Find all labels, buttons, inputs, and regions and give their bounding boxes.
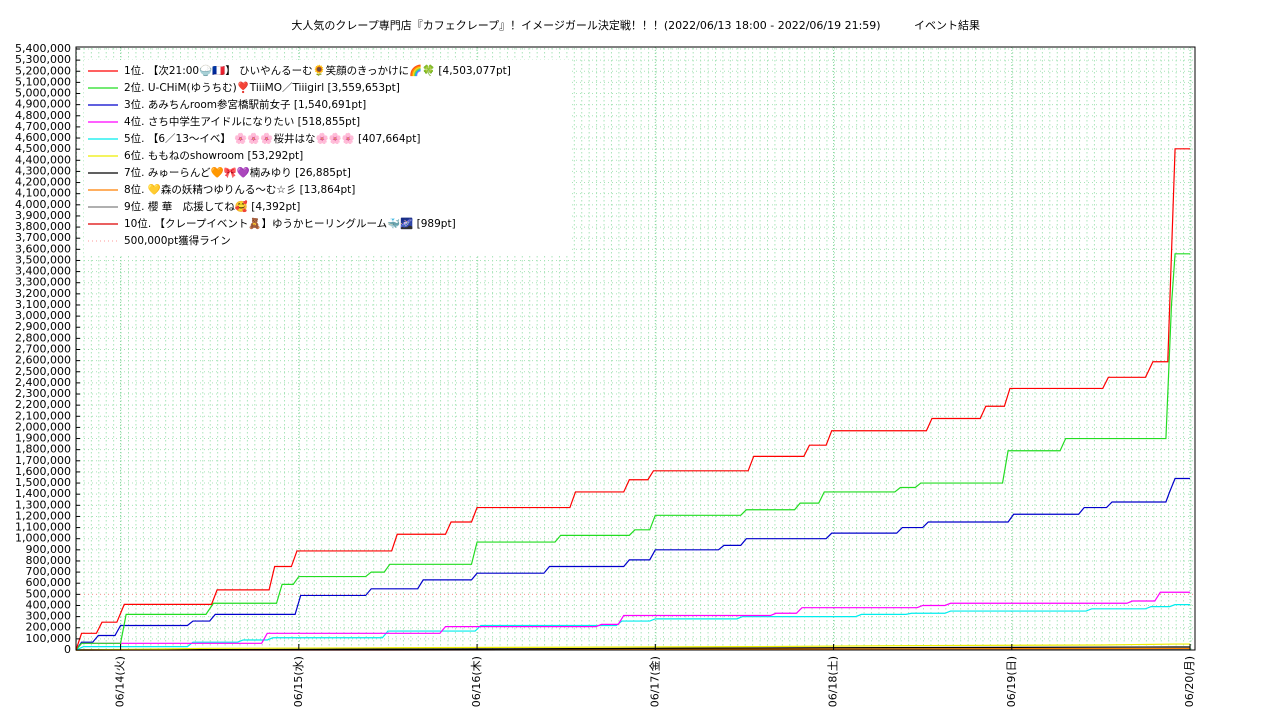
y-tick-label: 3,100,000 xyxy=(15,298,71,311)
y-tick-label: 1,000,000 xyxy=(15,532,71,545)
series-line xyxy=(75,591,1191,651)
legend: 1位. 【次21:00🍚🇫🇷】 ひいやんるーむ🌻笑顔のきっかけに🌈🍀 [4,50… xyxy=(84,60,572,256)
y-tick-label: 4,300,000 xyxy=(15,164,71,177)
x-tick-label: 06/17(金) xyxy=(647,656,661,707)
y-tick-label: 2,600,000 xyxy=(15,354,71,367)
y-tick-label: 4,600,000 xyxy=(15,131,71,144)
legend-label: 8位. 💛森の妖精つゆりんる〜む☆彡 [13,864pt] xyxy=(124,183,355,196)
y-tick-label: 5,200,000 xyxy=(15,64,71,77)
y-tick-label: 800,000 xyxy=(26,554,72,567)
y-tick-label: 3,600,000 xyxy=(15,242,71,255)
y-tick-label: 4,800,000 xyxy=(15,109,71,122)
y-tick-label: 2,400,000 xyxy=(15,376,71,389)
y-tick-label: 2,700,000 xyxy=(15,343,71,356)
y-tick-label: 2,200,000 xyxy=(15,398,71,411)
y-tick-label: 3,700,000 xyxy=(15,231,71,244)
y-tick-label: 1,700,000 xyxy=(15,454,71,467)
x-tick-label: 06/14(火) xyxy=(114,656,127,707)
y-tick-label: 3,900,000 xyxy=(15,209,71,222)
y-tick-label: 3,000,000 xyxy=(15,309,71,322)
y-tick-label: 300,000 xyxy=(26,610,72,623)
series-line xyxy=(75,253,1191,651)
y-tick-label: 0 xyxy=(64,643,71,656)
y-tick-label: 2,300,000 xyxy=(15,387,71,400)
y-tick-label: 400,000 xyxy=(26,598,72,611)
series-line xyxy=(75,643,1191,651)
y-tick-label: 2,000,000 xyxy=(15,420,71,433)
legend-label: 7位. みゅーらんど🧡🎀💜楠みゆり [26,885pt] xyxy=(124,166,351,179)
legend-label: 10位. 【クレープイベント🧸】ゆうかヒーリングルーム🐳🌌 [989pt] xyxy=(124,217,456,230)
y-tick-label: 900,000 xyxy=(26,543,72,556)
y-tick-label: 1,800,000 xyxy=(15,443,71,456)
y-tick-label: 5,100,000 xyxy=(15,75,71,88)
y-tick-label: 5,400,000 xyxy=(15,42,71,55)
legend-label: 2位. U-CHiM(ゆうちむ)❣️TiiiMO／Tiiigirl [3,559… xyxy=(124,81,400,94)
y-tick-label: 2,500,000 xyxy=(15,365,71,378)
series-line xyxy=(75,148,1191,651)
y-tick-label: 700,000 xyxy=(26,565,72,578)
chart-subtitle: イベント結果 xyxy=(914,18,980,32)
grid xyxy=(76,47,1195,651)
x-tick-label: 06/15(水) xyxy=(292,656,305,707)
y-tick-label: 5,300,000 xyxy=(15,53,71,66)
series-line xyxy=(75,604,1191,651)
y-tick-label: 1,100,000 xyxy=(15,521,71,534)
legend-label: 4位. さち中学生アイドルになりたい [518,855pt] xyxy=(124,115,360,128)
axes: 0100,000200,000300,000400,000500,000600,… xyxy=(15,42,1196,707)
legend-label: 1位. 【次21:00🍚🇫🇷】 ひいやんるーむ🌻笑顔のきっかけに🌈🍀 [4,50… xyxy=(124,64,511,77)
y-tick-label: 4,700,000 xyxy=(15,120,71,133)
legend-box xyxy=(84,60,572,256)
y-tick-label: 4,000,000 xyxy=(15,198,71,211)
chart-title: 大人気のクレープ専門店『カフェクレープ』！イメージガール決定戦！！！(2022/… xyxy=(291,18,880,32)
y-tick-label: 3,500,000 xyxy=(15,253,71,266)
y-tick-label: 500,000 xyxy=(26,587,72,600)
x-tick-label: 06/16(木) xyxy=(470,656,483,707)
y-tick-label: 4,400,000 xyxy=(15,153,71,166)
y-tick-label: 200,000 xyxy=(26,621,72,634)
legend-label: 3位. あみちんroom参宮橋駅前女子 [1,540,691pt] xyxy=(124,98,366,111)
y-tick-label: 3,300,000 xyxy=(15,276,71,289)
y-tick-label: 1,500,000 xyxy=(15,476,71,489)
y-tick-label: 1,400,000 xyxy=(15,487,71,500)
y-tick-label: 3,800,000 xyxy=(15,220,71,233)
y-tick-label: 1,600,000 xyxy=(15,465,71,478)
x-tick-label: 06/20(月) xyxy=(1183,656,1196,707)
y-tick-label: 2,100,000 xyxy=(15,409,71,422)
y-tick-label: 100,000 xyxy=(26,632,72,645)
plot-frame xyxy=(75,46,1196,651)
y-tick-label: 4,200,000 xyxy=(15,176,71,189)
y-tick-label: 4,500,000 xyxy=(15,142,71,155)
y-tick-label: 3,400,000 xyxy=(15,265,71,278)
y-tick-label: 1,900,000 xyxy=(15,432,71,445)
x-tick-label: 06/19(日) xyxy=(1005,656,1018,707)
y-tick-label: 600,000 xyxy=(26,576,72,589)
series-line xyxy=(75,477,1191,651)
y-tick-label: 1,200,000 xyxy=(15,509,71,522)
legend-label: 5位. 【6／13〜イベ】 🌸🌸🌸桜井はな🌸🌸🌸 [407,664pt] xyxy=(124,132,420,145)
y-tick-label: 4,100,000 xyxy=(15,187,71,200)
x-tick-label: 06/18(土) xyxy=(827,656,840,707)
legend-label: 6位. ももねのshowroom [53,292pt] xyxy=(124,149,303,162)
legend-label: 9位. 櫻 華 応援してね🥰 [4,392pt] xyxy=(124,200,300,213)
y-tick-label: 1,300,000 xyxy=(15,498,71,511)
y-tick-label: 2,800,000 xyxy=(15,331,71,344)
y-tick-label: 2,900,000 xyxy=(15,320,71,333)
legend-label: 500,000pt獲得ライン xyxy=(124,234,231,247)
y-tick-label: 3,200,000 xyxy=(15,287,71,300)
y-tick-label: 5,000,000 xyxy=(15,87,71,100)
y-tick-label: 4,900,000 xyxy=(15,98,71,111)
